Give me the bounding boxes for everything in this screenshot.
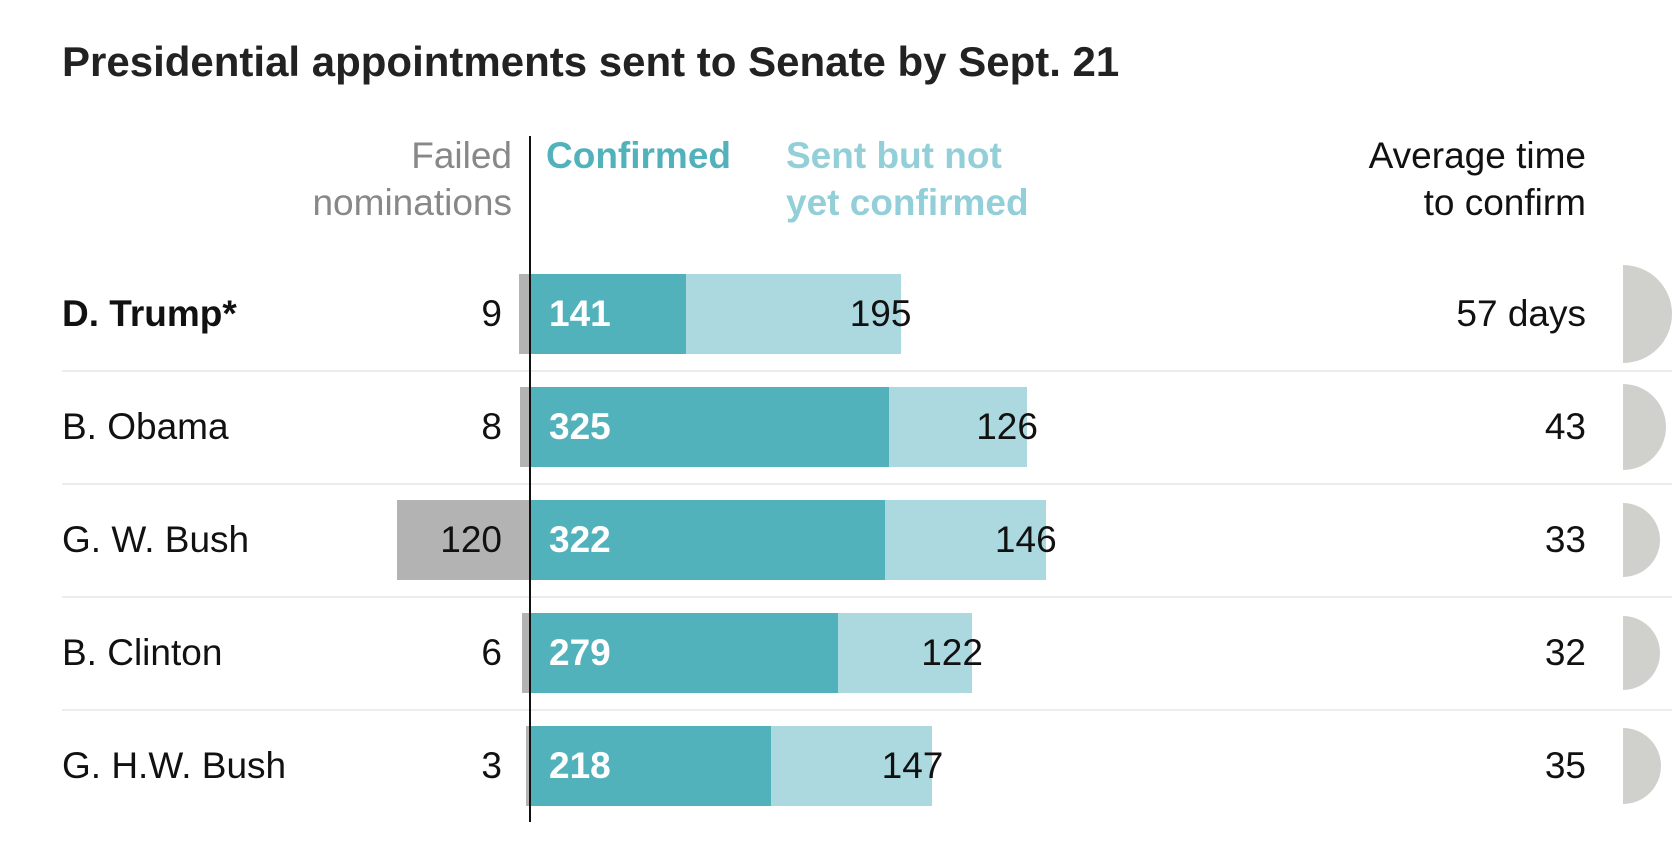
category-label: D. Trump* bbox=[62, 293, 237, 334]
failed-header-line1: Failed bbox=[411, 135, 512, 176]
failed-bar bbox=[522, 613, 529, 693]
failed-bar bbox=[397, 500, 529, 580]
pending-bar bbox=[837, 613, 973, 693]
confirmed-value-label: 218 bbox=[549, 745, 611, 786]
category-label: G. W. Bush bbox=[62, 519, 250, 560]
pending-bar bbox=[686, 274, 901, 354]
failed-bar bbox=[519, 274, 529, 354]
pending-bar bbox=[888, 387, 1028, 467]
zero-axis-line bbox=[529, 136, 531, 822]
pending-header: Sent but not yet confirmed bbox=[786, 132, 1029, 226]
avg-time-label: 32 bbox=[1544, 632, 1586, 673]
pending-value-label: 126 bbox=[976, 406, 1038, 447]
failed-header: Failed nominations bbox=[312, 132, 512, 226]
avg-time-semicircle bbox=[1623, 502, 1661, 578]
row-divider bbox=[62, 483, 1672, 485]
category-label: B. Obama bbox=[62, 406, 229, 447]
avg-header-line2: to confirm bbox=[1423, 182, 1586, 223]
category-label: B. Clinton bbox=[62, 632, 223, 673]
failed-value-label: 120 bbox=[440, 519, 502, 560]
category-label: G. H.W. Bush bbox=[62, 745, 287, 786]
confirmed-value-label: 141 bbox=[549, 293, 611, 334]
pending-bar bbox=[770, 726, 933, 806]
failed-header-line2: nominations bbox=[312, 182, 512, 223]
confirmed-value-label: 325 bbox=[549, 406, 611, 447]
avg-time-label: 35 bbox=[1544, 745, 1586, 786]
row-divider bbox=[62, 709, 1672, 711]
pending-bar bbox=[885, 500, 1046, 580]
chart-title: Presidential appointments sent to Senate… bbox=[62, 38, 1120, 85]
confirmed-bar bbox=[531, 387, 889, 467]
pending-value-label: 195 bbox=[849, 293, 912, 334]
failed-bar bbox=[525, 726, 529, 806]
avg-time-semicircle bbox=[1623, 384, 1666, 470]
failed-bar bbox=[520, 387, 529, 467]
confirmed-bar bbox=[531, 613, 838, 693]
pending-header-line1: Sent but not bbox=[786, 135, 1002, 176]
failed-value-label: 8 bbox=[481, 406, 502, 447]
row-divider bbox=[62, 596, 1672, 598]
confirmed-header: Confirmed bbox=[546, 135, 731, 176]
avg-time-header: Average time to confirm bbox=[1369, 132, 1586, 226]
avg-time-semicircle bbox=[1623, 265, 1672, 363]
avg-header-line1: Average time bbox=[1368, 135, 1586, 176]
avg-time-label: 43 bbox=[1544, 406, 1586, 447]
failed-value-label: 9 bbox=[481, 293, 502, 334]
failed-value-label: 3 bbox=[481, 745, 502, 786]
row-divider bbox=[62, 370, 1672, 372]
avg-time-label: 33 bbox=[1544, 519, 1586, 560]
avg-time-semicircle bbox=[1623, 727, 1662, 805]
pending-header-line2: yet confirmed bbox=[786, 182, 1029, 223]
avg-time-label: 57 days bbox=[1456, 293, 1586, 334]
failed-value-label: 6 bbox=[481, 632, 502, 673]
confirmed-value-label: 322 bbox=[549, 519, 611, 560]
confirmed-value-label: 279 bbox=[549, 632, 611, 673]
avg-time-semicircle bbox=[1623, 616, 1660, 690]
confirmed-bar bbox=[531, 500, 886, 580]
pending-value-label: 122 bbox=[921, 632, 983, 673]
confirmed-bar bbox=[531, 726, 771, 806]
pending-value-label: 147 bbox=[881, 745, 944, 786]
confirmed-bar bbox=[531, 274, 687, 354]
pending-value-label: 146 bbox=[994, 519, 1057, 560]
